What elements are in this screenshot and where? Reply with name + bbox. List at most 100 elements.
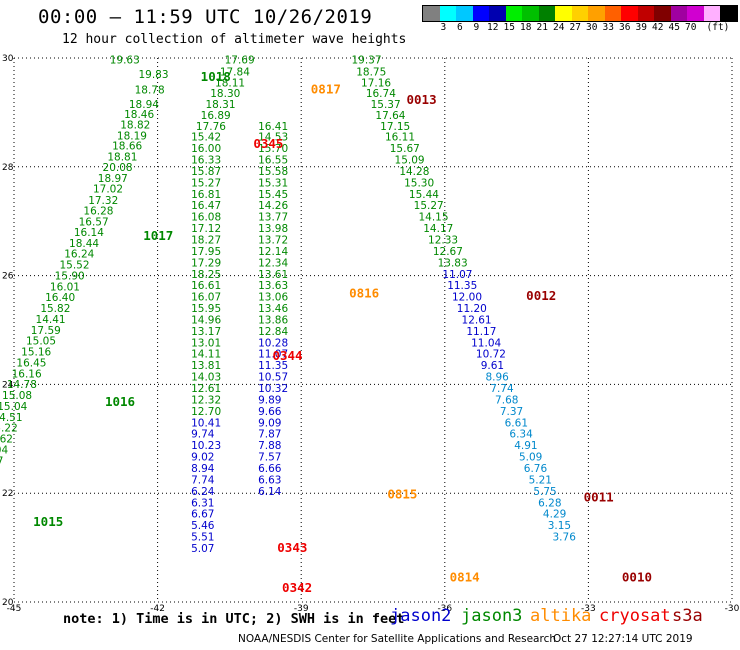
- wave-height-label: 19.83: [138, 69, 168, 81]
- legend-label: 3: [440, 22, 447, 33]
- wave-height-label: 7.57: [258, 452, 281, 464]
- wave-height-label: 7.88: [258, 440, 281, 452]
- wave-height-label: 18.81: [107, 151, 137, 163]
- wave-height-label: 14.53: [258, 132, 288, 144]
- wave-height-label: 15.82: [40, 303, 70, 315]
- wave-height-label: 15.95: [191, 303, 221, 315]
- wave-height-label: 16.81: [191, 189, 221, 201]
- legend-label: 24: [553, 22, 565, 33]
- wave-height-label: 5.51: [191, 532, 214, 544]
- wave-height-label: 13.81: [191, 360, 221, 372]
- wave-height-label: 19.63: [110, 54, 140, 66]
- wave-height-label: 13.98: [258, 223, 288, 235]
- wave-height-label: 11.20: [457, 303, 487, 315]
- legend-label: 18: [520, 22, 532, 33]
- wave-height-label: 4.29: [543, 509, 566, 521]
- wave-height-label: 5.46: [191, 520, 215, 532]
- wave-height-label: 17.84: [220, 66, 250, 78]
- wave-height-label: 14.03: [191, 372, 221, 384]
- wave-height-label: 5.75: [533, 486, 556, 498]
- wave-height-label: 12.00: [452, 292, 482, 304]
- pass-time-label: 0343: [277, 540, 307, 555]
- wave-height-label: 12.61: [191, 383, 221, 395]
- wave-height-label: 11.07: [258, 349, 288, 361]
- wave-height-label: 14.28: [399, 166, 429, 178]
- wave-height-label: 17.15: [380, 121, 410, 133]
- wave-height-label: 13.61: [258, 269, 288, 281]
- x-tick-label: -33: [581, 604, 596, 614]
- wave-height-label: 16.16: [12, 368, 42, 380]
- wave-height-label: 5.07: [191, 543, 214, 555]
- wave-height-label: 11.17: [466, 326, 496, 338]
- wave-height-label: 15.45: [258, 189, 288, 201]
- pass-time-label: 0814: [450, 569, 480, 584]
- legend-label: 15: [503, 22, 515, 33]
- wave-height-label: 15.42: [191, 132, 221, 144]
- wave-height-label: 18.11: [215, 77, 245, 89]
- wave-height-label: 12.67: [433, 246, 463, 258]
- wave-height-label: 16.11: [385, 132, 415, 144]
- wave-height-label: 12.61: [462, 314, 492, 326]
- wave-height-label: 13.01: [191, 337, 221, 349]
- x-tick-label: -36: [437, 604, 452, 614]
- wave-height-label: 15.08: [2, 390, 32, 402]
- wave-height-label: 13.63: [258, 280, 288, 292]
- wave-height-label: 15.87: [191, 166, 221, 178]
- wave-height-label: 18.25: [191, 269, 221, 281]
- legend-swatch: [604, 6, 621, 21]
- legend-label: 21: [536, 22, 548, 33]
- legend-swatch: [588, 6, 605, 21]
- wave-height-label: 18.44: [69, 238, 99, 250]
- wave-height-label: 12.14: [258, 246, 288, 258]
- wave-height-label: 15.27: [191, 177, 221, 189]
- wave-height-label: 10.32: [258, 383, 288, 395]
- legend-swatch: [538, 6, 555, 21]
- legend-swatch: [703, 6, 720, 21]
- wave-height-label: 17.32: [88, 195, 118, 207]
- wave-height-label: 16.08: [191, 212, 221, 224]
- legend-swatch: [522, 6, 539, 21]
- wave-height-label: 17.64: [375, 110, 405, 122]
- legend-swatch: [472, 6, 489, 21]
- wave-height-label: 18.31: [205, 99, 235, 111]
- y-tick-label: 30: [2, 54, 14, 64]
- wave-height-label: 15.30: [404, 177, 434, 189]
- wave-height-label: 12.33: [428, 235, 458, 247]
- wave-height-label: 15.62: [0, 434, 13, 446]
- wave-height-label: 16.89: [201, 110, 231, 122]
- x-tick-label: -42: [150, 604, 165, 614]
- wave-height-label: 4.91: [514, 440, 537, 452]
- wave-height-label: 15.05: [26, 336, 56, 348]
- wave-height-label: 6.28: [538, 497, 561, 509]
- wave-height-label: 6.24: [191, 486, 215, 498]
- wave-height-label: 16.47: [191, 200, 221, 212]
- wave-height-label: 16.55: [258, 155, 288, 167]
- legend-label: 70: [685, 22, 697, 33]
- wave-height-label: 7.74: [191, 474, 215, 486]
- wave-height-label: 15.22: [0, 423, 18, 435]
- pass-time-label: 0011: [584, 489, 614, 504]
- wave-height-label: 12.70: [191, 406, 221, 418]
- wave-height-label: 6.61: [505, 417, 528, 429]
- legend-label: 30: [586, 22, 598, 33]
- pass-time-label: 0345: [253, 136, 283, 151]
- wave-height-label: 18.27: [191, 235, 221, 247]
- legend-jason3: jason3: [461, 606, 523, 626]
- wave-height-label: 13.46: [258, 303, 288, 315]
- chart-subtitle: 12 hour collection of altimeter wave hei…: [62, 32, 407, 47]
- pass-time-label: 0013: [407, 92, 437, 107]
- wave-height-label: 15.90: [55, 270, 85, 282]
- wave-height-label: 18.97: [98, 173, 128, 185]
- wave-height-label: 12.34: [258, 257, 288, 269]
- wave-height-label: 13.83: [438, 257, 468, 269]
- wave-height-label: 15.58: [258, 166, 288, 178]
- legend-s3a: s3a: [672, 606, 703, 626]
- wave-height-label: 9.61: [481, 360, 504, 372]
- x-tick-label: -39: [294, 604, 309, 614]
- pass-time-label: 0342: [282, 580, 312, 595]
- wave-height-label: 15.09: [395, 155, 425, 167]
- wave-height-label: 16.45: [16, 357, 46, 369]
- wave-height-label: 17.29: [191, 257, 221, 269]
